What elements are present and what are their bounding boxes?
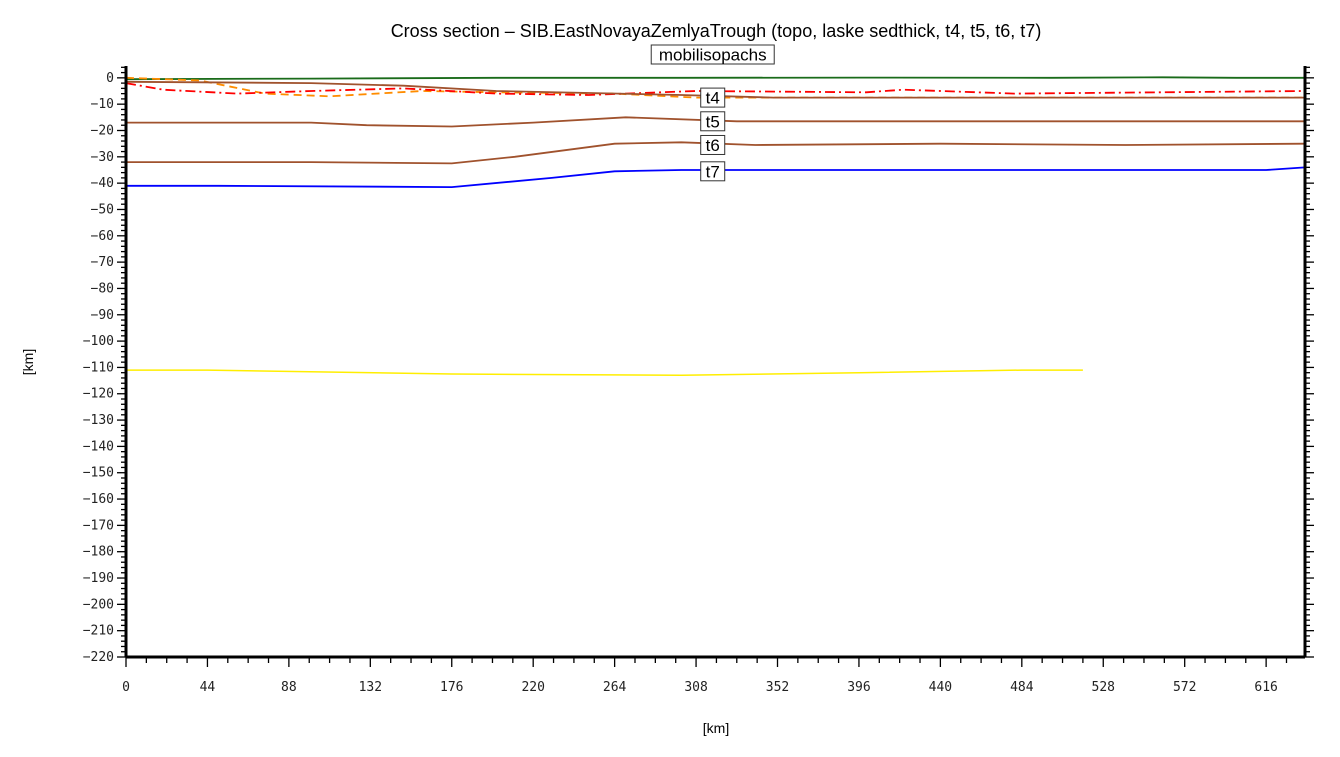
line-label-t4: t4: [700, 87, 726, 108]
x-tick-label: 88: [281, 680, 297, 695]
x-tick-label: 264: [603, 680, 627, 695]
line-label-t7: t7: [700, 161, 726, 182]
series-line-t7: [126, 166, 1306, 189]
line-label-text: t4: [706, 89, 720, 108]
line-label-box: [700, 87, 726, 108]
y-tick-label: −60: [91, 229, 114, 244]
series-line-topo: [125, 76, 1305, 81]
line-label-text: t6: [706, 136, 720, 155]
x-tick-label: 0: [122, 680, 130, 695]
x-tick-label: 572: [1173, 680, 1196, 695]
y-tick-label: −190: [83, 571, 114, 586]
y-tick-label: −170: [83, 518, 114, 533]
line-label-box: [700, 134, 726, 155]
y-tick-label: −40: [91, 176, 114, 191]
x-tick-label: 396: [847, 680, 870, 695]
x-tick-label: 528: [1092, 680, 1115, 695]
series-layer: [125, 76, 1306, 377]
x-tick-label: 220: [521, 680, 544, 695]
y-tick-label: −140: [83, 439, 114, 454]
x-tick-label: 616: [1254, 680, 1277, 695]
y-tick-label: −200: [83, 597, 114, 612]
y-tick-label: −90: [91, 308, 114, 323]
y-tick-label: −150: [83, 466, 114, 481]
line-label-box: [650, 44, 775, 65]
y-tick-label: −80: [91, 281, 114, 296]
x-tick-label: 176: [440, 680, 463, 695]
x-tick-label: 484: [1010, 680, 1034, 695]
line-label-t6: t6: [700, 134, 726, 155]
axes-layer: 0 −10 −20 −30 −40 −50 −60 −70 −80 −90 −100 −110 −120…: [83, 66, 1314, 695]
x-tick-label: 440: [929, 680, 952, 695]
y-tick-label: 0: [106, 71, 114, 86]
series-line-t6: [126, 141, 1306, 165]
series-line-t4: [125, 80, 1305, 99]
x-tick-label: 132: [359, 680, 382, 695]
x-axis-label: [km]: [703, 720, 729, 736]
y-tick-label: −70: [91, 255, 114, 270]
series-line-yellow: [126, 369, 1083, 377]
y-tick-label: −10: [91, 97, 114, 112]
y-tick-label: −50: [91, 202, 114, 217]
line-label-mobilisopachs: mobilisopachs: [650, 44, 775, 65]
line-label-text: mobilisopachs: [659, 46, 767, 65]
y-tick-label: −20: [91, 123, 114, 138]
x-tick-label: 308: [684, 680, 707, 695]
chart-title: Cross section – SIB.EastNovayaZemlyaTrou…: [391, 21, 1042, 41]
y-tick-label: −110: [83, 360, 114, 375]
line-label-text: t5: [706, 112, 720, 131]
y-tick-label: −210: [83, 624, 114, 639]
y-tick-label: −180: [83, 545, 114, 560]
line-label-t5: t5: [700, 111, 726, 132]
x-tick-label: 352: [766, 680, 789, 695]
labels-layer: mobilisopachs t4 t5 t6 t7: [650, 44, 775, 182]
y-tick-label: −100: [83, 334, 114, 349]
line-label-text: t7: [706, 162, 720, 181]
y-tick-label: −160: [83, 492, 114, 507]
y-tick-label: −130: [83, 413, 114, 428]
y-tick-label: −220: [83, 650, 114, 665]
y-tick-label: −30: [91, 150, 114, 165]
line-label-box: [700, 161, 726, 182]
line-label-box: [700, 111, 726, 132]
y-axis-label: [km]: [20, 349, 36, 375]
y-tick-label: −120: [83, 387, 114, 402]
x-tick-label: 44: [200, 680, 216, 695]
